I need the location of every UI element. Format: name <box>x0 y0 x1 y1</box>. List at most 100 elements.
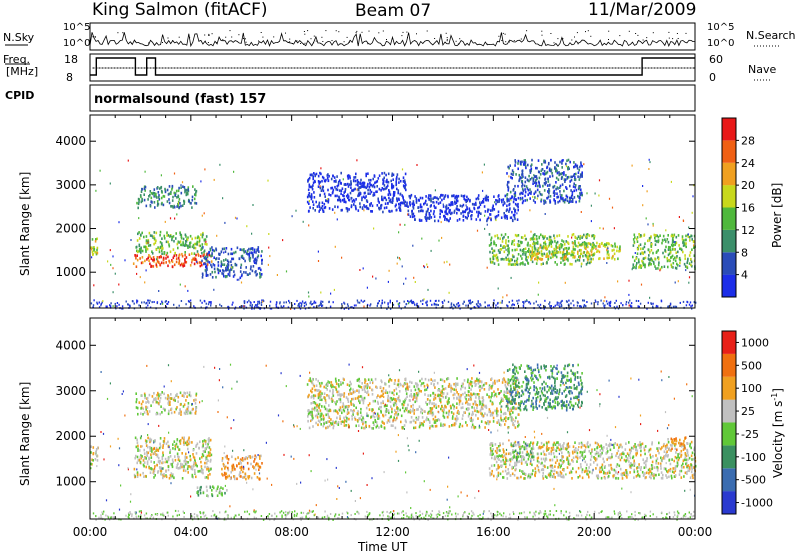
velocity-cell <box>199 488 201 492</box>
power-cell <box>159 246 162 249</box>
velocity-cell <box>179 408 181 412</box>
velocity-cell <box>320 418 322 421</box>
velocity-cell <box>346 412 349 415</box>
power-cell <box>672 261 675 265</box>
power-cell <box>94 250 96 254</box>
power-cell <box>423 202 425 206</box>
power-cell <box>230 252 232 256</box>
power-cell <box>420 219 423 222</box>
power-cell <box>611 244 614 248</box>
velocity-cell <box>153 398 155 401</box>
power-cell <box>530 254 533 258</box>
power-noise-cell <box>198 244 200 247</box>
power-cell <box>652 260 655 264</box>
power-noise-cell <box>412 244 414 247</box>
power-cell <box>370 190 373 194</box>
velocity-cell <box>136 438 138 442</box>
power-cell <box>477 206 479 210</box>
power-cell <box>566 250 568 254</box>
power-cell <box>657 249 659 252</box>
power-ground-cell <box>276 301 278 304</box>
power-cell <box>386 184 389 187</box>
nsearch-dot <box>668 31 670 33</box>
power-cell <box>392 173 395 177</box>
nsearch-dot <box>204 34 206 36</box>
power-cell <box>166 251 169 255</box>
power-cell <box>159 233 161 237</box>
velocity-cell <box>156 400 158 404</box>
velocity-cell <box>133 467 136 471</box>
power-cell <box>654 265 656 268</box>
power-cell <box>492 255 494 259</box>
power-cell <box>675 267 678 270</box>
power-cell <box>599 245 601 248</box>
power-noise-cell <box>341 256 343 259</box>
power-noise-cell <box>642 185 644 187</box>
power-cell <box>324 179 326 183</box>
power-cell <box>182 262 185 266</box>
power-cell <box>140 251 142 254</box>
power-cell <box>175 189 178 193</box>
power-ground-cell <box>458 304 461 307</box>
power-cell <box>603 257 605 260</box>
power-cell <box>548 238 550 242</box>
power-cell <box>324 206 327 209</box>
velocity-cell <box>328 381 331 384</box>
velocity-cell <box>327 413 329 416</box>
velocity-cell <box>393 416 395 419</box>
power-cell <box>666 259 669 263</box>
power-cell <box>419 205 422 209</box>
power-cell <box>158 194 160 197</box>
velocity-cell <box>155 446 158 450</box>
velocity-cell <box>337 393 339 397</box>
power-cell <box>670 243 673 247</box>
power-ground-cell <box>583 299 585 302</box>
nsky-tick-top: 10^5 <box>63 22 91 33</box>
power-cell <box>409 200 411 204</box>
velocity-cell <box>450 384 452 388</box>
power-cell <box>566 241 569 244</box>
power-cell <box>550 168 553 172</box>
power-cell <box>407 213 410 216</box>
power-cell <box>509 207 511 210</box>
velocity-cell <box>425 418 427 422</box>
power-cell <box>587 256 590 259</box>
power-ground-cell <box>586 301 588 303</box>
velocity-cell <box>177 395 180 399</box>
power-cell <box>586 258 589 261</box>
power-cell <box>591 248 593 251</box>
power-cell <box>456 205 458 208</box>
power-cell <box>188 198 190 202</box>
power-cell <box>506 217 508 220</box>
velocity-cell <box>359 399 361 403</box>
velocity-cell <box>421 408 424 412</box>
power-cell <box>565 257 568 261</box>
power-ground-cell <box>422 299 424 302</box>
power-cell <box>571 197 574 201</box>
power-cell <box>618 250 620 253</box>
power-cell <box>318 180 321 184</box>
power-cell <box>669 259 671 263</box>
power-cell <box>148 254 150 257</box>
velocity-cell <box>194 398 196 402</box>
power-cell <box>528 179 530 183</box>
velocity-cell <box>492 416 495 420</box>
power-ground-cell <box>568 307 570 310</box>
velocity-cell <box>196 442 199 446</box>
power-cell <box>558 244 561 247</box>
velocity-cell <box>205 485 208 489</box>
power-cell <box>371 210 373 213</box>
velocity-cell <box>92 446 95 449</box>
power-cell <box>397 189 400 192</box>
power-cell <box>532 242 534 246</box>
power-ground-cell <box>389 307 392 310</box>
power-ground-cell <box>561 299 563 302</box>
power-cell <box>226 259 229 262</box>
power-cell <box>539 173 542 176</box>
power-cell <box>561 251 564 254</box>
velocity-cell <box>157 456 160 460</box>
velocity-cell <box>137 449 139 452</box>
power-cell <box>391 201 394 204</box>
power-ground-cell <box>392 303 395 306</box>
velocity-cell <box>338 398 340 401</box>
